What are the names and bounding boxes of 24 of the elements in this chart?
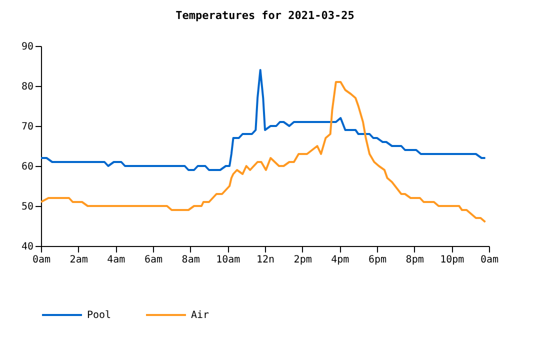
x-tick-label: 10pm <box>440 254 464 266</box>
x-tick-label: 8am <box>182 254 200 266</box>
x-tick-label: 4am <box>107 254 126 266</box>
y-tick-label: 40 <box>21 242 34 252</box>
x-tick-label: 12n <box>256 254 275 266</box>
chart-title: Temperatures for 2021-03-25 <box>176 9 354 22</box>
line-series <box>41 69 486 171</box>
y-tick-label: 80 <box>21 82 34 92</box>
x-tick-label: 2am <box>70 254 88 266</box>
legend-label: Pool <box>87 310 112 321</box>
x-tick-label: 0am <box>480 254 499 266</box>
y-tick-label: 50 <box>21 202 34 212</box>
x-tick-label: 2pm <box>294 254 312 266</box>
x-tick-label: 6am <box>144 254 163 266</box>
x-tick-label: 6pm <box>368 254 387 266</box>
x-tick-label: 0am <box>32 254 51 266</box>
line-series <box>41 81 486 223</box>
y-tick-label: 70 <box>21 122 34 132</box>
legend-label: Air <box>191 310 210 321</box>
x-tick-label: 8pm <box>406 254 424 266</box>
y-tick-label: 60 <box>21 162 34 172</box>
x-tick-label: 10am <box>216 254 240 266</box>
x-tick-label: 4pm <box>331 254 350 266</box>
y-tick-label: 90 <box>21 42 34 52</box>
